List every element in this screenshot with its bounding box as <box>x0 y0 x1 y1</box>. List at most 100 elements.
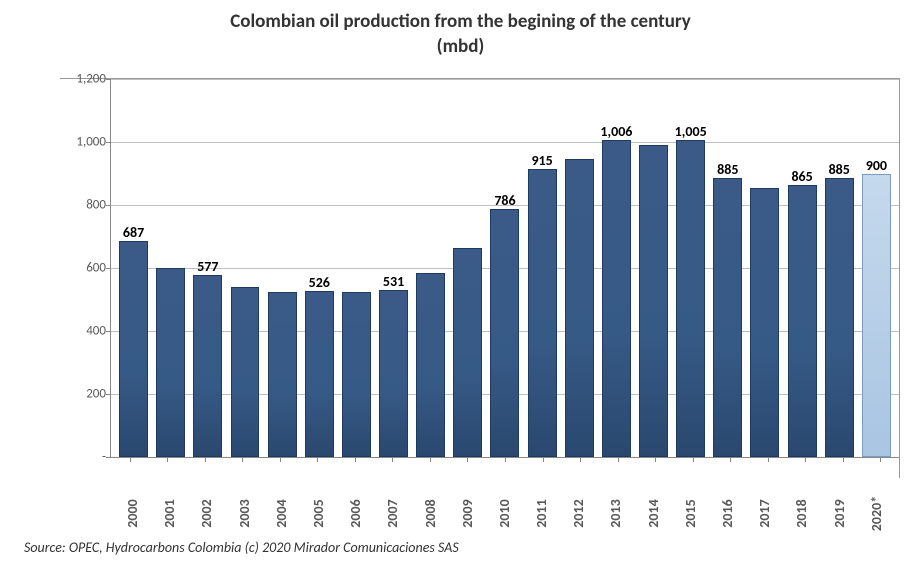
chart-title-line2: (mbd) <box>0 35 921 60</box>
x-tick-mark <box>317 457 318 462</box>
x-tick-label: 2011 <box>533 495 550 532</box>
bars-container: 687 577 526 531 786 915 1,006 1,005 885 865 885 900 <box>111 79 899 457</box>
bar-data-label: 531 <box>383 273 404 290</box>
bar-data-label: 885 <box>717 161 738 178</box>
x-tick-mark <box>467 457 468 462</box>
x-tick-mark <box>242 457 243 462</box>
x-tick-mark <box>355 457 356 462</box>
y-tick-label: 600 <box>61 261 106 276</box>
y-tick-label: - <box>61 450 106 465</box>
bar <box>156 268 185 457</box>
y-tick-label: 1,000 <box>61 135 106 150</box>
bar: 786 <box>490 209 519 457</box>
x-tick-label: 2003 <box>236 495 253 532</box>
bar <box>231 287 260 457</box>
bar-column: 915 <box>524 79 561 457</box>
bar-data-label: 526 <box>309 274 330 291</box>
bar: 531 <box>379 290 408 457</box>
x-tick-mark <box>580 457 581 462</box>
x-tick-mark <box>205 457 206 462</box>
bar <box>453 248 482 457</box>
chart-title: Colombian oil production from the begini… <box>0 0 921 59</box>
x-tick-mark <box>730 457 731 462</box>
bar: 526 <box>305 291 334 457</box>
bar-column: 1,005 <box>672 79 709 457</box>
bar-data-label: 687 <box>123 224 144 241</box>
bar-column: 865 <box>784 79 821 457</box>
x-tick-label: 2009 <box>459 495 476 532</box>
x-tick-mark <box>693 457 694 462</box>
x-tick-label: 2013 <box>608 495 625 532</box>
bar-data-label: 577 <box>197 258 218 275</box>
bar: 885 <box>713 178 742 457</box>
bar <box>268 292 297 457</box>
bar-column: 885 <box>709 79 746 457</box>
bar-column: 531 <box>375 79 412 457</box>
x-tick-label: 2015 <box>682 495 699 532</box>
bar-column <box>152 79 189 457</box>
bar-column: 577 <box>189 79 226 457</box>
bar-column: 526 <box>301 79 338 457</box>
x-axis-labels: 2000200120022003200420052006200720082009… <box>110 505 899 522</box>
chart-container: -2004006008001,0001,20068757752653178691… <box>60 78 900 478</box>
x-tick-mark <box>543 457 544 462</box>
bar-column: 1,006 <box>598 79 635 457</box>
x-tick-mark <box>430 457 431 462</box>
bar-column <box>635 79 672 457</box>
bar <box>416 273 445 457</box>
x-tick-mark <box>805 457 806 462</box>
x-tick-mark <box>768 457 769 462</box>
bar <box>750 188 779 457</box>
bar <box>342 292 371 457</box>
x-tick-label: 2000 <box>124 495 141 532</box>
x-tick-label: 2020* <box>868 495 885 532</box>
bar: 1,005 <box>676 140 705 457</box>
bar: 577 <box>193 275 222 457</box>
x-tick-label: 2012 <box>570 495 587 532</box>
bar <box>639 145 668 457</box>
x-tick-label: 2018 <box>793 495 810 532</box>
bar <box>565 159 594 457</box>
x-tick-mark <box>167 457 168 462</box>
x-tick-mark <box>392 457 393 462</box>
bar: 885 <box>825 178 854 457</box>
x-tick-label: 2017 <box>756 495 773 532</box>
bar-data-label: 900 <box>866 157 887 174</box>
bar-column <box>561 79 598 457</box>
x-tick-mark <box>130 457 131 462</box>
bar-column: 786 <box>486 79 523 457</box>
bar-data-label: 915 <box>531 152 552 169</box>
x-tick-mark <box>655 457 656 462</box>
bar-column: 900 <box>858 79 895 457</box>
bar-column <box>746 79 783 457</box>
bar: 1,006 <box>602 140 631 457</box>
x-tick-label: 2007 <box>384 495 401 532</box>
bar-column: 885 <box>821 79 858 457</box>
bar-column <box>226 79 263 457</box>
x-tick-label: 2006 <box>347 495 364 532</box>
y-tick-label: 400 <box>61 324 106 339</box>
chart-title-line1: Colombian oil production from the begini… <box>0 10 921 35</box>
bar-data-label: 1,005 <box>675 123 707 140</box>
x-tick-label: 2002 <box>198 495 215 532</box>
x-tick-label: 2014 <box>645 495 662 532</box>
bar-column <box>412 79 449 457</box>
plot-area: -2004006008001,0001,20068757752653178691… <box>110 79 899 458</box>
x-tick-mark <box>280 457 281 462</box>
y-tick-label: 200 <box>61 387 106 402</box>
bar: 865 <box>788 185 817 457</box>
bar: 915 <box>528 169 557 457</box>
x-tick-mark <box>880 457 881 462</box>
x-tick-label: 2001 <box>161 495 178 532</box>
bar-data-label: 865 <box>791 168 812 185</box>
bar: 900 <box>862 174 891 458</box>
x-tick-mark <box>843 457 844 462</box>
x-tick-label: 2008 <box>422 495 439 532</box>
bar-data-label: 786 <box>494 192 515 209</box>
y-tick-label: 800 <box>61 198 106 213</box>
bar-data-label: 885 <box>829 161 850 178</box>
bar-column: 687 <box>115 79 152 457</box>
x-tick-label: 2004 <box>273 495 290 532</box>
x-tick-label: 2019 <box>831 495 848 532</box>
x-tick-label: 2016 <box>719 495 736 532</box>
